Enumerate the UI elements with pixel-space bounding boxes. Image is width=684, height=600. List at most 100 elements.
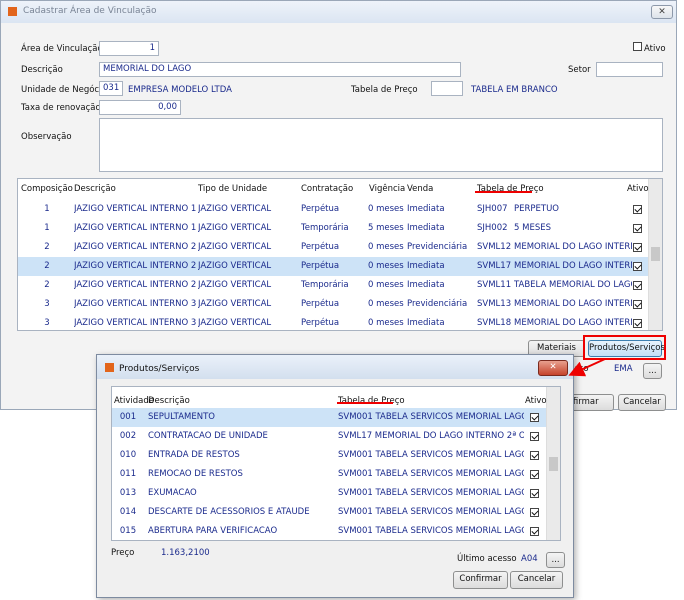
grid-row[interactable]: 1 JAZIGO VERTICAL INTERNO 1º OFJAZIGO VER… bbox=[18, 200, 648, 219]
grid-cell: JAZIGO VERTICAL bbox=[198, 280, 272, 290]
grid-cell: 2 bbox=[44, 261, 50, 271]
ativo-checkbox[interactable] bbox=[633, 42, 642, 51]
grid-cell: Perpétua bbox=[301, 204, 340, 214]
grid-cell: MEMORIAL DO LAGO INTERNO bbox=[514, 242, 632, 252]
scroll-thumb[interactable] bbox=[549, 457, 558, 471]
grid-cell: JAZIGO VERTICAL bbox=[198, 223, 272, 233]
observacao-input[interactable] bbox=[99, 118, 663, 172]
column-header: Descrição bbox=[148, 396, 190, 406]
descricao-input[interactable]: MEMORIAL DO LAGO bbox=[99, 62, 461, 77]
grid-row[interactable]: 010 ENTRADA DE RESTOS SVM001 TABELA SERVIC… bbox=[112, 446, 546, 465]
grid-cell: EXUMACAO bbox=[148, 488, 197, 498]
grid-cell: Previdenciária bbox=[407, 242, 468, 252]
grid-cell: Perpétua bbox=[301, 318, 340, 328]
grid-row[interactable]: 013 EXUMACAO SVM001 TABELA SERVICOS MEMORI… bbox=[112, 484, 546, 503]
more-button[interactable]: ... bbox=[643, 363, 662, 379]
grid-cell: 002 bbox=[119, 431, 137, 441]
grid-cell: SVML11 bbox=[477, 280, 511, 290]
grid-row[interactable]: 2 JAZIGO VERTICAL INTERNO 2º OFJAZIGO VER… bbox=[18, 257, 648, 276]
ultimo-value: EMA bbox=[614, 364, 633, 374]
column-header: Tabela de Preço bbox=[338, 396, 405, 406]
grid-row[interactable]: 3 JAZIGO VERTICAL INTERNO 3º OFJAZIGO VER… bbox=[18, 295, 648, 314]
confirmar-button[interactable]: Confirmar bbox=[453, 571, 508, 589]
grid-cell: Imediata bbox=[407, 318, 445, 328]
label: Tabela de Preço bbox=[351, 85, 418, 95]
grid-cell: JAZIGO VERTICAL bbox=[198, 204, 272, 214]
ativo-checkbox[interactable] bbox=[530, 451, 539, 460]
grid-cell: JAZIGO VERTICAL bbox=[198, 242, 272, 252]
taxa-input[interactable]: 0,00 bbox=[99, 100, 181, 115]
column-header: Vigência bbox=[369, 184, 406, 194]
grid-row[interactable]: 002 CONTRATACAO DE UNIDADE SVML17 MEMORIAL… bbox=[112, 427, 546, 446]
grid-cell: JAZIGO VERTICAL INTERNO 1º OF bbox=[74, 204, 196, 214]
grid-row[interactable]: 015 ABERTURA PARA VERIFICACAO SVM001 TABEL… bbox=[112, 522, 546, 540]
ativo-checkbox[interactable] bbox=[633, 300, 642, 309]
grid-cell: 013 bbox=[119, 488, 137, 498]
ativo-checkbox[interactable] bbox=[530, 508, 539, 517]
cancelar-button[interactable]: Cancelar bbox=[618, 394, 666, 411]
ativo-checkbox[interactable] bbox=[633, 243, 642, 252]
grid-cell: REMOCAO DE RESTOS bbox=[148, 469, 243, 479]
setor-input[interactable] bbox=[596, 62, 663, 77]
grid-cell: 5 MESES bbox=[514, 223, 551, 233]
grid-cell: 1 bbox=[44, 204, 50, 214]
scrollbar[interactable] bbox=[546, 387, 560, 540]
main-window: Cadastrar Área de Vinculação ✕ Área de V… bbox=[0, 0, 677, 410]
grid-cell: SVM001 TABELA SERVICOS MEMORIAL LAGO E M… bbox=[338, 412, 524, 422]
grid-cell: SVML12 bbox=[477, 242, 511, 252]
ultimo-value: A04 bbox=[521, 554, 538, 564]
ativo-checkbox[interactable] bbox=[633, 319, 642, 328]
grid-row[interactable]: 2 JAZIGO VERTICAL INTERNO 2º OFJAZIGO VER… bbox=[18, 276, 648, 295]
grid-cell: 011 bbox=[119, 469, 137, 479]
unidade-input[interactable]: 031 bbox=[99, 81, 123, 96]
ativo-checkbox[interactable] bbox=[633, 224, 642, 233]
grid-cell: SVM001 TABELA SERVICOS MEMORIAL LAGO E M… bbox=[338, 469, 524, 479]
close-button[interactable]: ✕ bbox=[651, 5, 673, 19]
grid-row[interactable]: 2 JAZIGO VERTICAL INTERNO 2º OFJAZIGO VER… bbox=[18, 238, 648, 257]
grid-cell: MEMORIAL DO LAGO INTERNO bbox=[514, 299, 632, 309]
grid-cell: 2 bbox=[44, 242, 50, 252]
grid-cell: JAZIGO VERTICAL bbox=[198, 261, 272, 271]
scroll-thumb[interactable] bbox=[651, 247, 660, 261]
produtos-button[interactable]: Produtos/Serviços bbox=[588, 340, 665, 357]
label: Setor bbox=[568, 65, 591, 75]
grid-cell: ABERTURA PARA VERIFICACAO bbox=[148, 526, 278, 536]
grid-row[interactable]: 014 DESCARTE DE ACESSORIOS E ATAUDE SVM001… bbox=[112, 503, 546, 522]
more-button[interactable]: ... bbox=[546, 552, 565, 568]
popup-close-button[interactable]: ✕ bbox=[538, 360, 568, 376]
app-icon bbox=[8, 7, 17, 16]
ativo-checkbox[interactable] bbox=[530, 432, 539, 441]
preco-value: 1.163,2100 bbox=[161, 548, 210, 558]
grid-row[interactable]: 1 JAZIGO VERTICAL INTERNO 1º OFJAZIGO VER… bbox=[18, 219, 648, 238]
grid-cell: ENTRADA DE RESTOS bbox=[148, 450, 240, 460]
label: Observação bbox=[21, 132, 72, 142]
grid-cell: JAZIGO VERTICAL bbox=[198, 318, 272, 328]
ativo-checkbox[interactable] bbox=[633, 205, 642, 214]
title-bar: Cadastrar Área de Vinculação ✕ bbox=[1, 1, 676, 23]
ativo-checkbox[interactable] bbox=[633, 281, 642, 290]
grid-cell: MEMORIAL DO LAGO INTERNO bbox=[514, 318, 632, 328]
column-header: Contratação bbox=[301, 184, 354, 194]
grid-cell: 015 bbox=[119, 526, 137, 536]
grid-cell: 001 bbox=[119, 412, 137, 422]
grid-row[interactable]: 3 JAZIGO VERTICAL INTERNO 3º OFJAZIGO VER… bbox=[18, 314, 648, 330]
grid-cell: SEPULTAMENTO bbox=[148, 412, 215, 422]
ativo-checkbox[interactable] bbox=[530, 527, 539, 536]
area-input[interactable]: 1 bbox=[99, 41, 159, 56]
ativo-checkbox[interactable] bbox=[530, 413, 539, 422]
grid-cell: TABELA MEMORIAL DO LAGO II bbox=[514, 280, 632, 290]
grid-cell: JAZIGO VERTICAL INTERNO 2º OF bbox=[74, 261, 196, 271]
label: Ativo bbox=[644, 44, 666, 54]
ativo-checkbox[interactable] bbox=[633, 262, 642, 271]
ativo-checkbox[interactable] bbox=[530, 489, 539, 498]
scrollbar[interactable] bbox=[648, 179, 662, 330]
tabela-name: TABELA EM BRANCO bbox=[471, 85, 558, 95]
cancelar-button[interactable]: Cancelar bbox=[510, 571, 563, 589]
grid-row[interactable]: 011 REMOCAO DE RESTOS SVM001 TABELA SERVIC… bbox=[112, 465, 546, 484]
popup-title: Produtos/Serviços bbox=[119, 364, 200, 374]
label: Descrição bbox=[21, 65, 63, 75]
grid-cell: 3 bbox=[44, 299, 50, 309]
tabela-input[interactable] bbox=[431, 81, 463, 96]
grid-row[interactable]: 001 SEPULTAMENTO SVM001 TABELA SERVICOS ME… bbox=[112, 408, 546, 427]
ativo-checkbox[interactable] bbox=[530, 470, 539, 479]
